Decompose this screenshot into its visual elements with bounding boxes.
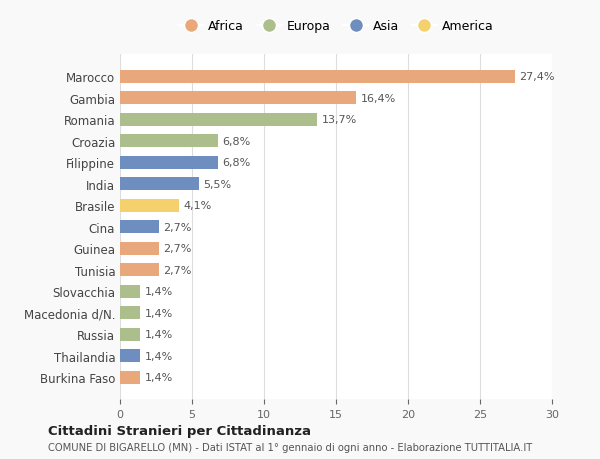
Bar — [120, 242, 159, 255]
Bar — [120, 178, 199, 191]
Bar — [120, 328, 140, 341]
Bar — [120, 71, 515, 84]
Text: COMUNE DI BIGARELLO (MN) - Dati ISTAT al 1° gennaio di ogni anno - Elaborazione : COMUNE DI BIGARELLO (MN) - Dati ISTAT al… — [48, 442, 532, 452]
Text: 2,7%: 2,7% — [163, 265, 191, 275]
Text: 2,7%: 2,7% — [163, 222, 191, 232]
Text: Cittadini Stranieri per Cittadinanza: Cittadini Stranieri per Cittadinanza — [48, 424, 311, 437]
Text: 1,4%: 1,4% — [145, 286, 173, 297]
Bar — [120, 285, 140, 298]
Bar — [120, 157, 218, 169]
Legend: Africa, Europa, Asia, America: Africa, Europa, Asia, America — [175, 17, 497, 37]
Bar — [120, 113, 317, 127]
Text: 27,4%: 27,4% — [519, 72, 554, 82]
Text: 16,4%: 16,4% — [361, 94, 396, 104]
Bar — [120, 135, 218, 148]
Bar — [120, 92, 356, 105]
Bar — [120, 263, 159, 276]
Bar — [120, 349, 140, 362]
Text: 5,5%: 5,5% — [203, 179, 232, 189]
Bar — [120, 371, 140, 384]
Text: 4,1%: 4,1% — [184, 201, 212, 211]
Bar — [120, 199, 179, 212]
Text: 1,4%: 1,4% — [145, 330, 173, 339]
Text: 6,8%: 6,8% — [222, 158, 250, 168]
Bar — [120, 307, 140, 319]
Text: 2,7%: 2,7% — [163, 244, 191, 254]
Text: 13,7%: 13,7% — [322, 115, 357, 125]
Text: 6,8%: 6,8% — [222, 136, 250, 146]
Bar — [120, 221, 159, 234]
Text: 1,4%: 1,4% — [145, 351, 173, 361]
Text: 1,4%: 1,4% — [145, 372, 173, 382]
Text: 1,4%: 1,4% — [145, 308, 173, 318]
